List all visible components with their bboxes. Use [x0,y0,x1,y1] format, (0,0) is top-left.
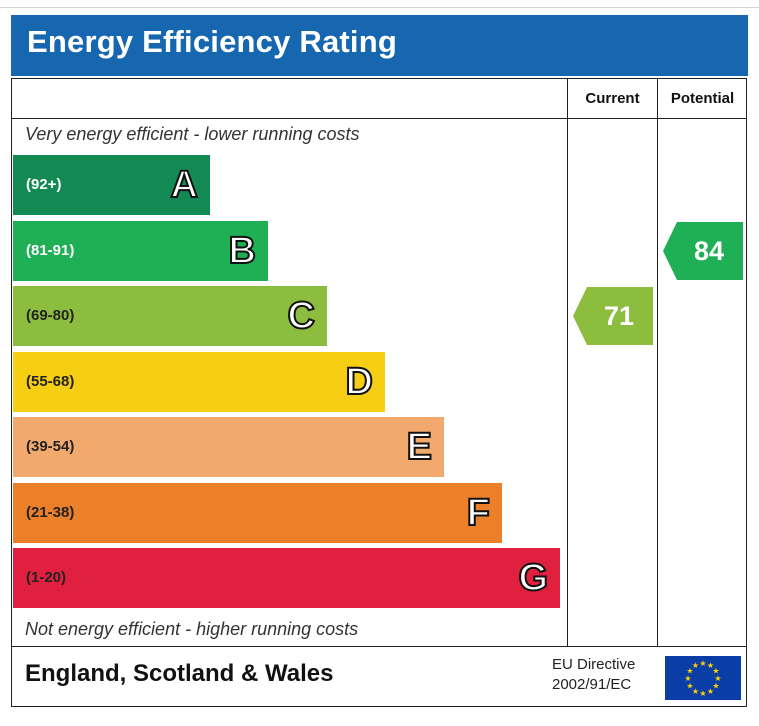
footer-divider [11,646,747,647]
column-header-potential: Potential [670,89,735,107]
band-letter: A [170,163,199,207]
eu-star: ★ [684,674,691,683]
band-range-label: (39-54) [26,438,75,455]
eu-star: ★ [707,687,714,696]
band-f: (21-38) F [13,483,502,543]
potential-rating-arrow: 84 [663,222,743,280]
band-c: (69-80) C [13,286,327,346]
eu-star: ★ [692,661,699,670]
eu-star: ★ [712,667,719,676]
page-title: Energy Efficiency Rating [27,24,398,59]
column-divider-potential [657,78,658,646]
eu-star: ★ [707,661,714,670]
potential-rating-value: 84 [693,236,725,266]
current-rating-arrow: 71 [573,287,653,345]
band-d: (55-68) D [13,352,385,412]
band-g: (1-20) G [13,548,560,608]
eu-star: ★ [692,687,699,696]
band-range-label: (1-20) [26,569,67,586]
eu-star: ★ [699,689,706,698]
eu-star: ★ [686,682,693,691]
eu-flag-icon: ★ ★ ★ ★ ★ ★ ★ ★ ★ ★ ★ ★ [665,656,741,700]
bottom-note: Not energy efficient - higher running co… [25,619,359,639]
band-b: (81-91) B [13,221,268,281]
band-range-label: (69-80) [26,307,75,324]
eu-directive-line1: EU Directive [552,656,636,673]
eu-star: ★ [714,674,721,683]
rating-frame [11,78,747,707]
band-e: (39-54) E [13,417,444,477]
region-label: England, Scotland & Wales [25,660,334,687]
eu-directive-text: EU Directive 2002/91/EC [552,655,635,695]
band-range-label: (92+) [26,176,62,193]
band-letter: G [517,556,549,600]
eu-star: ★ [712,682,719,691]
current-rating-value: 71 [603,301,635,331]
header-bar: Energy Efficiency Rating [11,15,748,76]
band-letter: E [406,425,433,469]
band-range-label: (81-91) [26,242,75,259]
band-letter: F [466,491,491,535]
band-range-label: (21-38) [26,504,75,521]
eu-directive-line2: 2002/91/EC [552,676,632,693]
band-letter: C [287,294,316,338]
band-a: (92+) A [13,155,210,215]
column-header-current: Current [585,89,640,107]
band-letter: D [345,360,374,404]
header-row-divider [11,118,747,119]
top-divider [0,7,759,8]
eu-star: ★ [686,667,693,676]
top-note: Very energy efficient - lower running co… [25,124,360,144]
eu-star: ★ [699,659,706,668]
column-divider-current [567,78,568,646]
band-letter: B [228,229,257,273]
band-range-label: (55-68) [26,373,75,390]
